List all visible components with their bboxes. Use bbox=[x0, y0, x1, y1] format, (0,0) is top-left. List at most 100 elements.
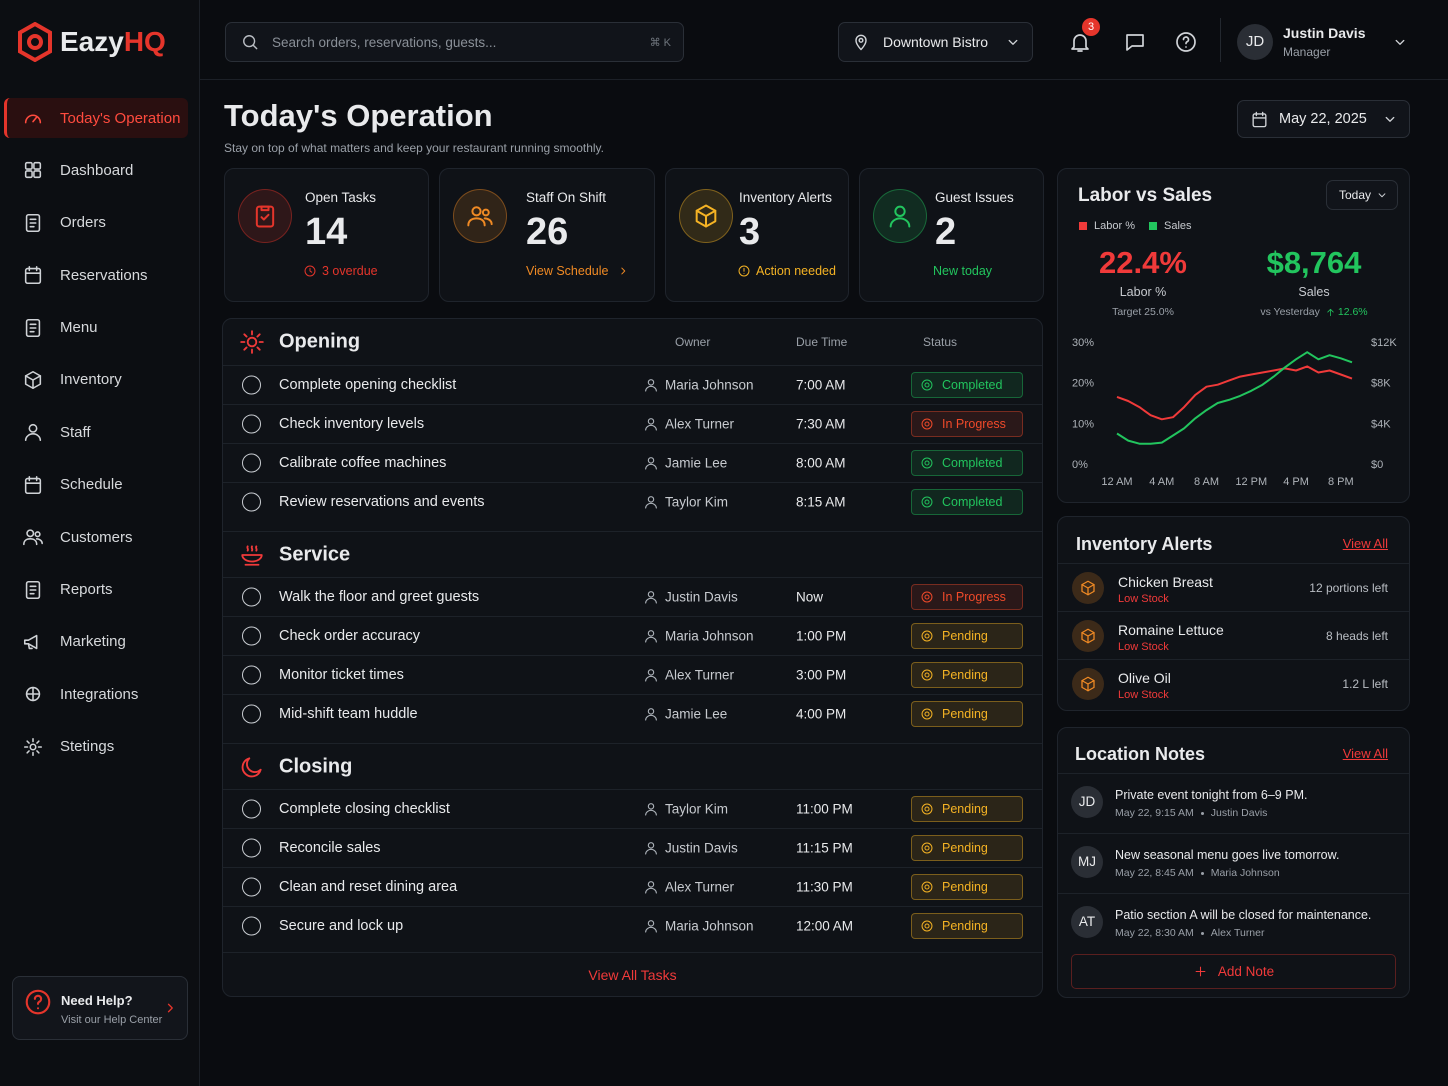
status-label: Completed bbox=[942, 378, 1003, 392]
nav-item[interactable]: Inventory bbox=[4, 360, 188, 400]
status-badge: In Progress bbox=[911, 584, 1023, 610]
icon-part bbox=[695, 204, 717, 228]
icon bbox=[1385, 116, 1395, 122]
task-checkbox[interactable] bbox=[242, 375, 261, 395]
task-checkbox[interactable] bbox=[242, 626, 261, 646]
task-checkbox[interactable] bbox=[242, 799, 261, 819]
icon-part bbox=[1081, 628, 1095, 644]
task-owner: Jamie Lee bbox=[665, 706, 728, 722]
search-box[interactable]: Search orders, reservations, guests... ⌘ … bbox=[225, 22, 684, 62]
stat-icon bbox=[873, 189, 927, 243]
nav-item[interactable]: Schedule bbox=[4, 465, 188, 505]
task-owner: Alex Turner bbox=[665, 667, 735, 683]
nav-item[interactable]: Dashboard bbox=[4, 150, 188, 190]
nav-item[interactable]: Reports bbox=[4, 570, 188, 610]
status-badge: Pending bbox=[911, 662, 1023, 688]
nav-item[interactable]: Customers bbox=[4, 517, 188, 557]
kpi-sub-text: Target 25.0% bbox=[1112, 306, 1174, 318]
task-checkbox[interactable] bbox=[242, 838, 261, 858]
nav-item[interactable]: Marketing bbox=[4, 622, 188, 662]
date-picker[interactable]: May 22, 2025 bbox=[1237, 100, 1410, 138]
task-name: Complete closing checklist bbox=[279, 801, 450, 817]
icon-part bbox=[921, 669, 933, 681]
icon-part bbox=[645, 463, 657, 470]
column-header: Status bbox=[923, 335, 958, 349]
icon-part bbox=[29, 218, 37, 228]
nav-item[interactable]: Reservations bbox=[4, 255, 188, 295]
icon-part bbox=[645, 636, 657, 643]
task-checkbox[interactable] bbox=[242, 704, 261, 724]
chart-title: Labor vs Sales bbox=[1078, 185, 1213, 206]
note-author: Justin Davis bbox=[1210, 807, 1268, 819]
icon-part bbox=[921, 708, 933, 720]
icon-part bbox=[32, 116, 38, 123]
task-checkbox[interactable] bbox=[242, 665, 261, 685]
help-box[interactable]: Need Help? Visit our Help Center bbox=[12, 976, 188, 1040]
period-select[interactable]: Today bbox=[1326, 180, 1398, 210]
inventory-view-all[interactable]: View All bbox=[1342, 536, 1388, 551]
nav-item[interactable]: Staff bbox=[4, 412, 188, 452]
nav-item[interactable]: Stetings bbox=[4, 727, 188, 767]
icon-part bbox=[695, 209, 717, 228]
messages bbox=[1126, 34, 1144, 51]
nav-item[interactable]: Orders bbox=[4, 203, 188, 243]
task-checkbox[interactable] bbox=[242, 492, 261, 512]
section-header: Service bbox=[223, 531, 1042, 577]
user-menu[interactable]: JD Justin Davis Manager bbox=[1237, 22, 1437, 62]
nav-item[interactable]: Today's Operation bbox=[4, 98, 188, 138]
location-select[interactable]: Downtown Bistro bbox=[838, 22, 1033, 62]
task-owner: Alex Turner bbox=[665, 879, 735, 895]
task-checkbox[interactable] bbox=[242, 916, 261, 936]
icon bbox=[921, 418, 933, 430]
icon-part bbox=[246, 544, 258, 552]
search-placeholder: Search orders, reservations, guests... bbox=[272, 34, 497, 50]
x-tick-label: 8 AM bbox=[1194, 476, 1219, 488]
add-note-label: Add Note bbox=[1217, 964, 1275, 979]
task-checkbox[interactable] bbox=[242, 414, 261, 434]
icon-part bbox=[647, 842, 655, 849]
view-all-tasks[interactable]: View All Tasks bbox=[588, 966, 677, 983]
icon-part bbox=[855, 34, 867, 51]
icon-part bbox=[921, 496, 933, 508]
icon-part bbox=[33, 170, 42, 179]
icon-part bbox=[621, 267, 626, 275]
x-tick-label: 4 PM bbox=[1283, 476, 1309, 488]
notes-view-all[interactable]: View All bbox=[1342, 746, 1388, 761]
icon-part bbox=[645, 385, 657, 392]
add-note-button[interactable]: Add Note bbox=[1071, 954, 1396, 989]
stat-value: 3 bbox=[739, 211, 761, 253]
icon-part bbox=[1252, 112, 1267, 127]
task-time: 1:00 PM bbox=[796, 628, 847, 644]
icon bbox=[24, 266, 42, 285]
nav-label: Dashboard bbox=[60, 161, 134, 179]
task-name: Monitor ticket times bbox=[279, 667, 404, 683]
icon-part bbox=[24, 475, 42, 484]
icon-part bbox=[921, 630, 933, 642]
x-tick-label: 4 AM bbox=[1149, 476, 1174, 488]
user-avatar: JD bbox=[1237, 24, 1273, 60]
task-checkbox[interactable] bbox=[242, 587, 261, 607]
stat-note[interactable]: View Schedule bbox=[526, 264, 630, 278]
icon bbox=[1081, 628, 1095, 644]
task-checkbox[interactable] bbox=[242, 877, 261, 897]
y-tick-label: 30% bbox=[1072, 337, 1094, 349]
nav-item[interactable]: Menu bbox=[4, 308, 188, 348]
nav-item[interactable]: Integrations bbox=[4, 674, 188, 714]
icon-part bbox=[25, 580, 41, 599]
stat-note-text: 3 overdue bbox=[322, 264, 378, 278]
legend-swatch bbox=[1079, 222, 1087, 230]
kpi-change: 12.6% bbox=[1337, 306, 1368, 318]
status-badge: Pending bbox=[911, 913, 1023, 939]
x-tick-label: 12 AM bbox=[1101, 476, 1132, 488]
stat-value: 14 bbox=[305, 211, 348, 253]
icon-part bbox=[24, 267, 42, 285]
icon-part bbox=[1378, 193, 1386, 198]
item-name: Olive Oil bbox=[1118, 670, 1171, 686]
notifications[interactable]: 3 bbox=[1068, 18, 1100, 54]
icon bbox=[921, 920, 933, 932]
stat-icon bbox=[453, 189, 507, 243]
nav-label: Menu bbox=[60, 319, 98, 337]
icon-part bbox=[921, 457, 933, 469]
nav: Today's Operation Dashboard Orders Reservat… bbox=[4, 98, 188, 779]
task-checkbox[interactable] bbox=[242, 453, 261, 473]
